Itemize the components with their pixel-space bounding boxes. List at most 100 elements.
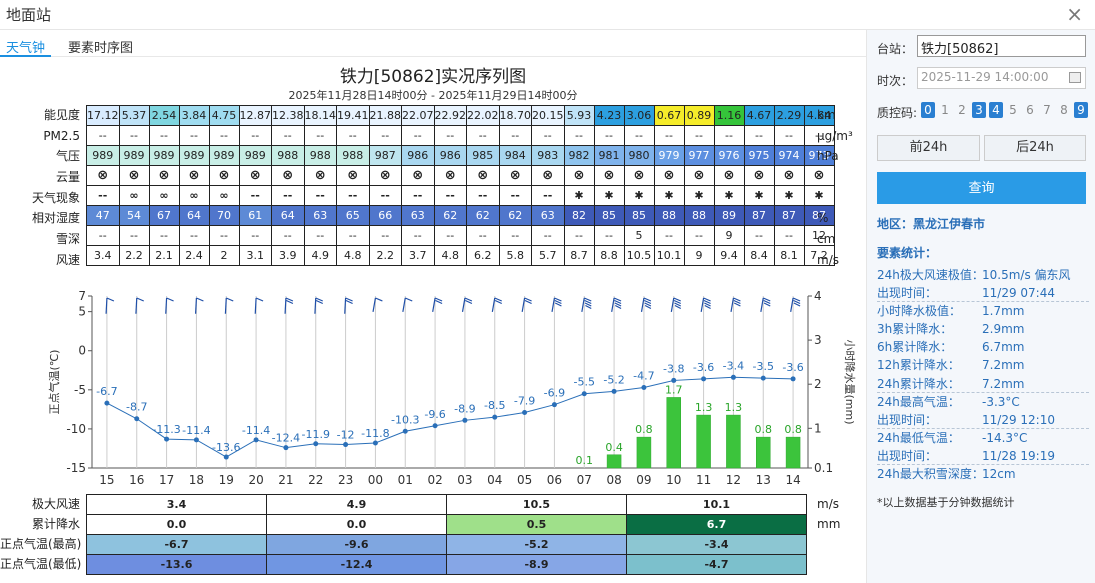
obs-cell: 977 xyxy=(683,145,715,166)
obs-cell: 3.4 xyxy=(86,245,120,266)
temperature-label: -6.7 xyxy=(96,385,117,398)
qc-code[interactable]: 1 xyxy=(941,103,949,117)
obs-cell: 5 xyxy=(623,225,655,246)
precip-bar xyxy=(606,454,622,469)
obs-cell: ⊗ xyxy=(178,165,210,186)
stat-key: 出现时间： xyxy=(877,412,938,427)
obs-cell: 3.1 xyxy=(238,245,272,266)
obs-cell: 21.88 xyxy=(368,105,402,126)
stat-row: 小时降水极值： 1.7mm xyxy=(877,302,1089,320)
obs-cell: -- xyxy=(86,185,120,206)
obs-cell: 5.7 xyxy=(531,245,565,266)
obs-cell: 988 xyxy=(271,145,305,166)
obs-cell: -- xyxy=(623,125,655,146)
station-label: 台站： xyxy=(877,42,914,56)
wind-barb-icon xyxy=(611,297,622,312)
obs-cell: 974 xyxy=(773,145,805,166)
tab-weather-clock[interactable]: 天气钟 xyxy=(0,35,52,57)
obs-row-label: 天气现象 xyxy=(31,190,80,205)
temperature-label: -11.4 xyxy=(242,424,270,437)
obs-cell: 12.87 xyxy=(238,105,272,126)
obs-cell: -- xyxy=(178,125,210,146)
temperature-point xyxy=(730,374,736,380)
obs-cell: 61 xyxy=(238,205,272,226)
stat-value: -14.3°C xyxy=(982,430,1028,445)
obs-cell: ⊗ xyxy=(466,165,500,186)
calendar-icon[interactable] xyxy=(1069,72,1081,83)
obs-cell: ⊗ xyxy=(238,165,272,186)
time-value: 2025-11-29 14:00:00 xyxy=(921,70,1049,84)
qc-code[interactable]: 0 xyxy=(921,102,935,118)
obs-cell: -- xyxy=(303,225,337,246)
qc-code[interactable]: 7 xyxy=(1043,103,1051,117)
wind-barb-icon xyxy=(551,297,562,312)
obs-cell: 62 xyxy=(498,205,532,226)
qc-code[interactable]: 8 xyxy=(1060,103,1068,117)
obs-cell: 67 xyxy=(148,205,180,226)
obs-cell: 87 xyxy=(803,205,835,226)
obs-cell: 988 xyxy=(336,145,370,166)
obs-cell: -- xyxy=(303,125,337,146)
obs-cell: -- xyxy=(178,225,210,246)
obs-cell: -- xyxy=(238,185,272,206)
window-titlebar: 地面站 × xyxy=(0,0,1095,30)
obs-row-unit xyxy=(817,188,862,209)
stat-key: 12h累计降水： xyxy=(877,358,960,373)
precip-bar xyxy=(666,397,681,469)
obs-cell: -- xyxy=(368,225,402,246)
obs-cell: -- xyxy=(498,225,532,246)
query-button[interactable]: 查询 xyxy=(877,172,1086,204)
summary-table: 3.4 4.9 10.5 10.1 0.0 0.0 0.5 6.7 -6.7 -9.6 -5.2 -3… xyxy=(86,494,807,575)
temperature-point xyxy=(253,437,259,443)
stat-value: 2.9mm xyxy=(982,322,1025,337)
next-24h-button[interactable]: 后24h xyxy=(984,135,1086,161)
summary-cell: 4.9 xyxy=(266,494,447,515)
time-input[interactable]: 2025-11-29 14:00:00 xyxy=(917,67,1086,89)
obs-cell: -- xyxy=(433,125,467,146)
qc-code[interactable]: 5 xyxy=(1009,103,1017,117)
obs-cell: ⊗ xyxy=(743,165,775,186)
summary-cell: 6.7 xyxy=(626,514,807,535)
obs-row: -- -- -- -- -- -- -- -- -- -- -- -- -- -- -- -- -- -- -- --… xyxy=(86,125,835,146)
y2-tick-label: 4 xyxy=(814,289,822,303)
qc-code[interactable]: 6 xyxy=(1026,103,1034,117)
obs-cell: 22.07 xyxy=(401,105,435,126)
obs-cell: ⊗ xyxy=(593,165,625,186)
y-tick-label: 5 xyxy=(78,305,86,319)
wind-barb-icon xyxy=(372,297,383,312)
summary-cell: -12.4 xyxy=(266,554,447,575)
station-input[interactable]: 铁力[50862] xyxy=(917,35,1086,57)
x-tick-label: 05 xyxy=(517,473,532,487)
stat-value: 1.7mm xyxy=(982,304,1025,319)
obs-cell: -- xyxy=(743,225,775,246)
summary-cell: -9.6 xyxy=(266,534,447,555)
obs-cell: -- xyxy=(466,125,500,146)
obs-cell: 2.54 xyxy=(148,105,180,126)
wind-barb-icon xyxy=(284,297,294,314)
obs-cell: -- xyxy=(531,225,565,246)
stat-row: 12h累计降水： 7.2mm xyxy=(877,356,1089,374)
stat-value: 6.7mm xyxy=(982,340,1025,355)
chart-title: 铁力[50862]实况序列图 xyxy=(339,67,527,87)
obs-cell: 20.15 xyxy=(531,105,565,126)
obs-cell: 989 xyxy=(118,145,150,166)
qc-code[interactable]: 9 xyxy=(1074,102,1088,118)
wind-barb-icon xyxy=(670,297,682,312)
close-icon[interactable]: × xyxy=(1066,2,1083,26)
obs-cell: 87 xyxy=(743,205,775,226)
obs-cell: ✱ xyxy=(683,185,715,206)
obs-cell: ⊗ xyxy=(148,165,180,186)
qc-code[interactable]: 3 xyxy=(972,102,986,118)
y2-tick-label: 0.1 xyxy=(814,461,833,475)
tab-element-timeseries[interactable]: 要素时序图 xyxy=(68,41,134,56)
wind-barb-icon xyxy=(700,297,711,312)
prev-24h-button[interactable]: 前24h xyxy=(877,135,980,161)
qc-code[interactable]: 4 xyxy=(989,102,1003,118)
obs-cell: ✱ xyxy=(743,185,775,206)
obs-cell: -- xyxy=(368,125,402,146)
obs-cell: 986 xyxy=(401,145,435,166)
stat-row: 24h极大风速极值： 10.5m/s 偏东风 xyxy=(877,266,1089,284)
qc-code[interactable]: 2 xyxy=(958,103,966,117)
obs-row: 3.4 2.2 2.1 2.4 2 3.1 3.9 4.9 4.8 2.2 3.7 4.8 6.2 5.8… xyxy=(86,245,835,266)
wind-barb-icon xyxy=(314,297,323,314)
